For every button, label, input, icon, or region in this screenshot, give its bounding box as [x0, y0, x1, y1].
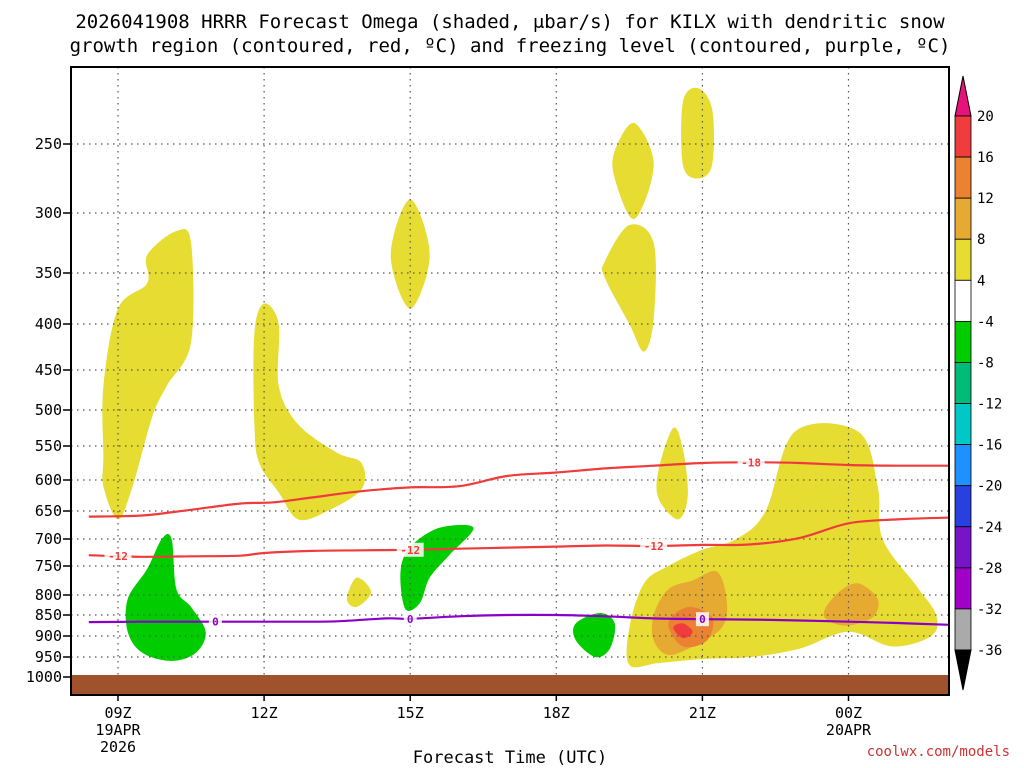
y-tick-label: 800 — [35, 586, 62, 604]
x-tick-year: 2026 — [100, 738, 136, 756]
y-tick-label: 400 — [35, 315, 62, 333]
y-tick-label: 300 — [35, 204, 62, 222]
colorbar-band — [954, 320, 972, 363]
y-tick-label: 700 — [35, 530, 62, 548]
omega-region-omega-16to20 — [673, 623, 693, 639]
colorbar-tick-label: -8 — [977, 355, 994, 371]
contour-line-dendritic-minus18 — [88, 461, 949, 518]
y-tick-label: 450 — [35, 361, 62, 379]
x-tick-label: 18Z — [543, 704, 570, 722]
colorbar-band — [954, 197, 972, 240]
colorbar-band — [954, 279, 972, 322]
omega-region-omega-4to8 — [102, 229, 194, 520]
colorbar-tick-label: -28 — [977, 561, 1002, 577]
colorbar-tick-label: -32 — [977, 602, 1002, 618]
y-tick-label: 1000 — [26, 668, 62, 686]
contour-label: -18 — [741, 456, 761, 469]
omega-region-omega-4to8 — [601, 224, 656, 352]
grid-lines — [71, 67, 949, 695]
y-tick-label: 350 — [35, 264, 62, 282]
x-tick-label: 12Z — [251, 704, 278, 722]
contour-label-bg — [208, 614, 222, 629]
colorbar-band — [954, 238, 972, 281]
colorbar-bottom-arrow — [954, 649, 972, 691]
colorbar-tick-label: 16 — [977, 150, 994, 166]
x-axis-label: Forecast Time (UTC) — [413, 748, 607, 768]
omega-region-omega-4to8 — [681, 87, 714, 179]
omega-region-omega-4to8 — [253, 303, 366, 521]
omega-region-omega-4to8 — [656, 427, 688, 520]
y-tick-label: 600 — [35, 471, 62, 489]
y-tick-label: 550 — [35, 437, 62, 455]
contour-label: 0 — [407, 613, 414, 626]
omega-region-omega-8to12 — [823, 583, 879, 626]
colorbar-tick-label: -4 — [977, 314, 994, 330]
colorbar-tick-label: 4 — [977, 273, 985, 289]
omega-region-omega-minus4to-8 — [125, 533, 206, 661]
colorbar-band — [954, 526, 972, 569]
contour-label: -12 — [400, 544, 420, 557]
x-tick-date: 19APR — [95, 721, 141, 739]
y-tick-label: 650 — [35, 502, 62, 520]
contour-label-bg — [737, 455, 765, 470]
credit-text: coolwx.com/models — [867, 744, 1010, 760]
colorbar-band — [954, 444, 972, 487]
y-tick-label: 900 — [35, 627, 62, 645]
colorbar-tick-label: 20 — [977, 109, 994, 125]
contour-label-bg — [695, 612, 709, 627]
contour-label: -12 — [644, 540, 664, 553]
contour-label-bg — [640, 539, 668, 554]
chart-title-line-1: 2026041908 HRRR Forecast Omega (shaded, … — [75, 11, 945, 33]
omega-colorbar: 20 16 12 8 4 -4 -8 -12 -16 -20 -24 -28 -32 -36 — [954, 75, 1002, 691]
x-tick-date: 20APR — [826, 721, 872, 739]
contour-label-bg — [104, 549, 132, 564]
y-axis-pressure: 1000 950 900 850 800 750 700 650 600 550 500 450 400… — [26, 135, 71, 686]
x-tick-label: 09Z — [104, 704, 131, 722]
y-tick-label: 250 — [35, 135, 62, 153]
colorbar-band — [954, 485, 972, 528]
colorbar-band — [954, 115, 972, 158]
contour-label: -12 — [108, 550, 128, 563]
y-tick-label: 950 — [35, 648, 62, 666]
plot-frame — [70, 66, 950, 696]
colorbar-band — [954, 608, 972, 651]
x-tick-label: 00Z — [835, 704, 862, 722]
x-tick-label: 15Z — [397, 704, 424, 722]
y-tick-label: 750 — [35, 557, 62, 575]
omega-region-omega-minus4to-8 — [573, 613, 616, 658]
contour-label: 0 — [699, 613, 706, 626]
contour-line-freezing-level-0 — [88, 613, 949, 626]
contour-label: 0 — [212, 616, 219, 629]
colorbar-band — [954, 567, 972, 610]
contour-layer: -18 -12 0 -12 -12 0 0 — [88, 455, 949, 629]
contour-line-dendritic-minus12 — [88, 516, 949, 558]
y-tick-label: 500 — [35, 401, 62, 419]
colorbar-band — [954, 403, 972, 446]
contour-label-bg — [403, 611, 417, 626]
colorbar-tick-label: -24 — [977, 520, 1002, 536]
omega-region-omega-4to8 — [612, 122, 654, 220]
omega-region-omega-4to8 — [346, 577, 372, 608]
colorbar-band — [954, 362, 972, 404]
colorbar-tick-label: 12 — [977, 191, 994, 207]
colorbar-top-arrow — [954, 75, 972, 117]
colorbar-tick-label: -12 — [977, 397, 1002, 413]
colorbar-tick-label: -16 — [977, 438, 1002, 454]
x-tick-label: 21Z — [689, 704, 716, 722]
colorbar-tick-label: -36 — [977, 643, 1002, 659]
colorbar-tick-label: -20 — [977, 479, 1002, 495]
y-tick-label: 850 — [35, 606, 62, 624]
colorbar-band — [954, 156, 972, 199]
ground-surface — [71, 675, 949, 695]
chart-title-line-2: growth region (contoured, red, ºC) and f… — [70, 35, 951, 57]
contour-label-bg — [396, 542, 424, 557]
colorbar-tick-label: 8 — [977, 232, 985, 248]
